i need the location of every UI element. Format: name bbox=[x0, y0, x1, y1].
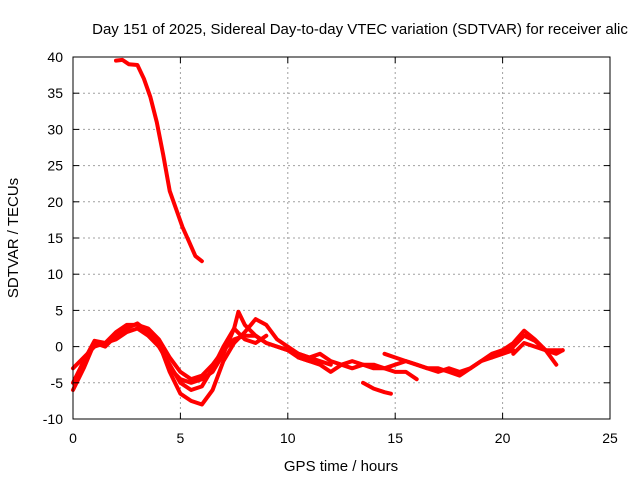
y-tick-label: 10 bbox=[47, 266, 63, 282]
x-tick-label: 25 bbox=[602, 430, 618, 446]
y-tick-label: 35 bbox=[47, 85, 63, 101]
x-tick-label: 5 bbox=[177, 430, 185, 446]
series-line-arc-11 bbox=[511, 341, 565, 356]
x-tick-label: 15 bbox=[387, 430, 403, 446]
series-line-arc-1 bbox=[71, 317, 290, 407]
x-tick-label: 20 bbox=[495, 430, 511, 446]
y-tick-label: 15 bbox=[47, 230, 63, 246]
tick-marks bbox=[72, 56, 611, 420]
y-tick-label: 5 bbox=[55, 302, 63, 318]
series-line-arc-8 bbox=[361, 380, 393, 396]
y-tick-label: 25 bbox=[47, 158, 63, 174]
x-axis-label: GPS time / hours bbox=[284, 458, 398, 475]
y-tick-label: -5 bbox=[51, 375, 64, 391]
y-tick-label: 30 bbox=[47, 121, 63, 137]
x-tick-label: 0 bbox=[69, 430, 77, 446]
grid-lines bbox=[73, 57, 610, 419]
y-tick-label: 20 bbox=[47, 194, 63, 210]
y-axis-label: SDTVAR / TECUs bbox=[5, 178, 22, 298]
y-tick-label: -10 bbox=[43, 411, 63, 427]
x-tick-labels: 0 5 10 15 20 25 bbox=[69, 430, 618, 446]
x-tick-label: 10 bbox=[280, 430, 296, 446]
y-tick-labels: -10 -5 0 5 10 15 20 25 30 35 40 bbox=[43, 49, 63, 427]
y-tick-label: 40 bbox=[47, 49, 63, 65]
chart-title: Day 151 of 2025, Sidereal Day-to-day VTE… bbox=[92, 21, 628, 38]
series-line-arc-high bbox=[114, 57, 204, 264]
y-tick-label: 0 bbox=[55, 339, 63, 355]
series-line-arc-9 bbox=[489, 333, 565, 360]
series-line-arc-6 bbox=[296, 355, 419, 382]
series-group bbox=[71, 57, 565, 407]
